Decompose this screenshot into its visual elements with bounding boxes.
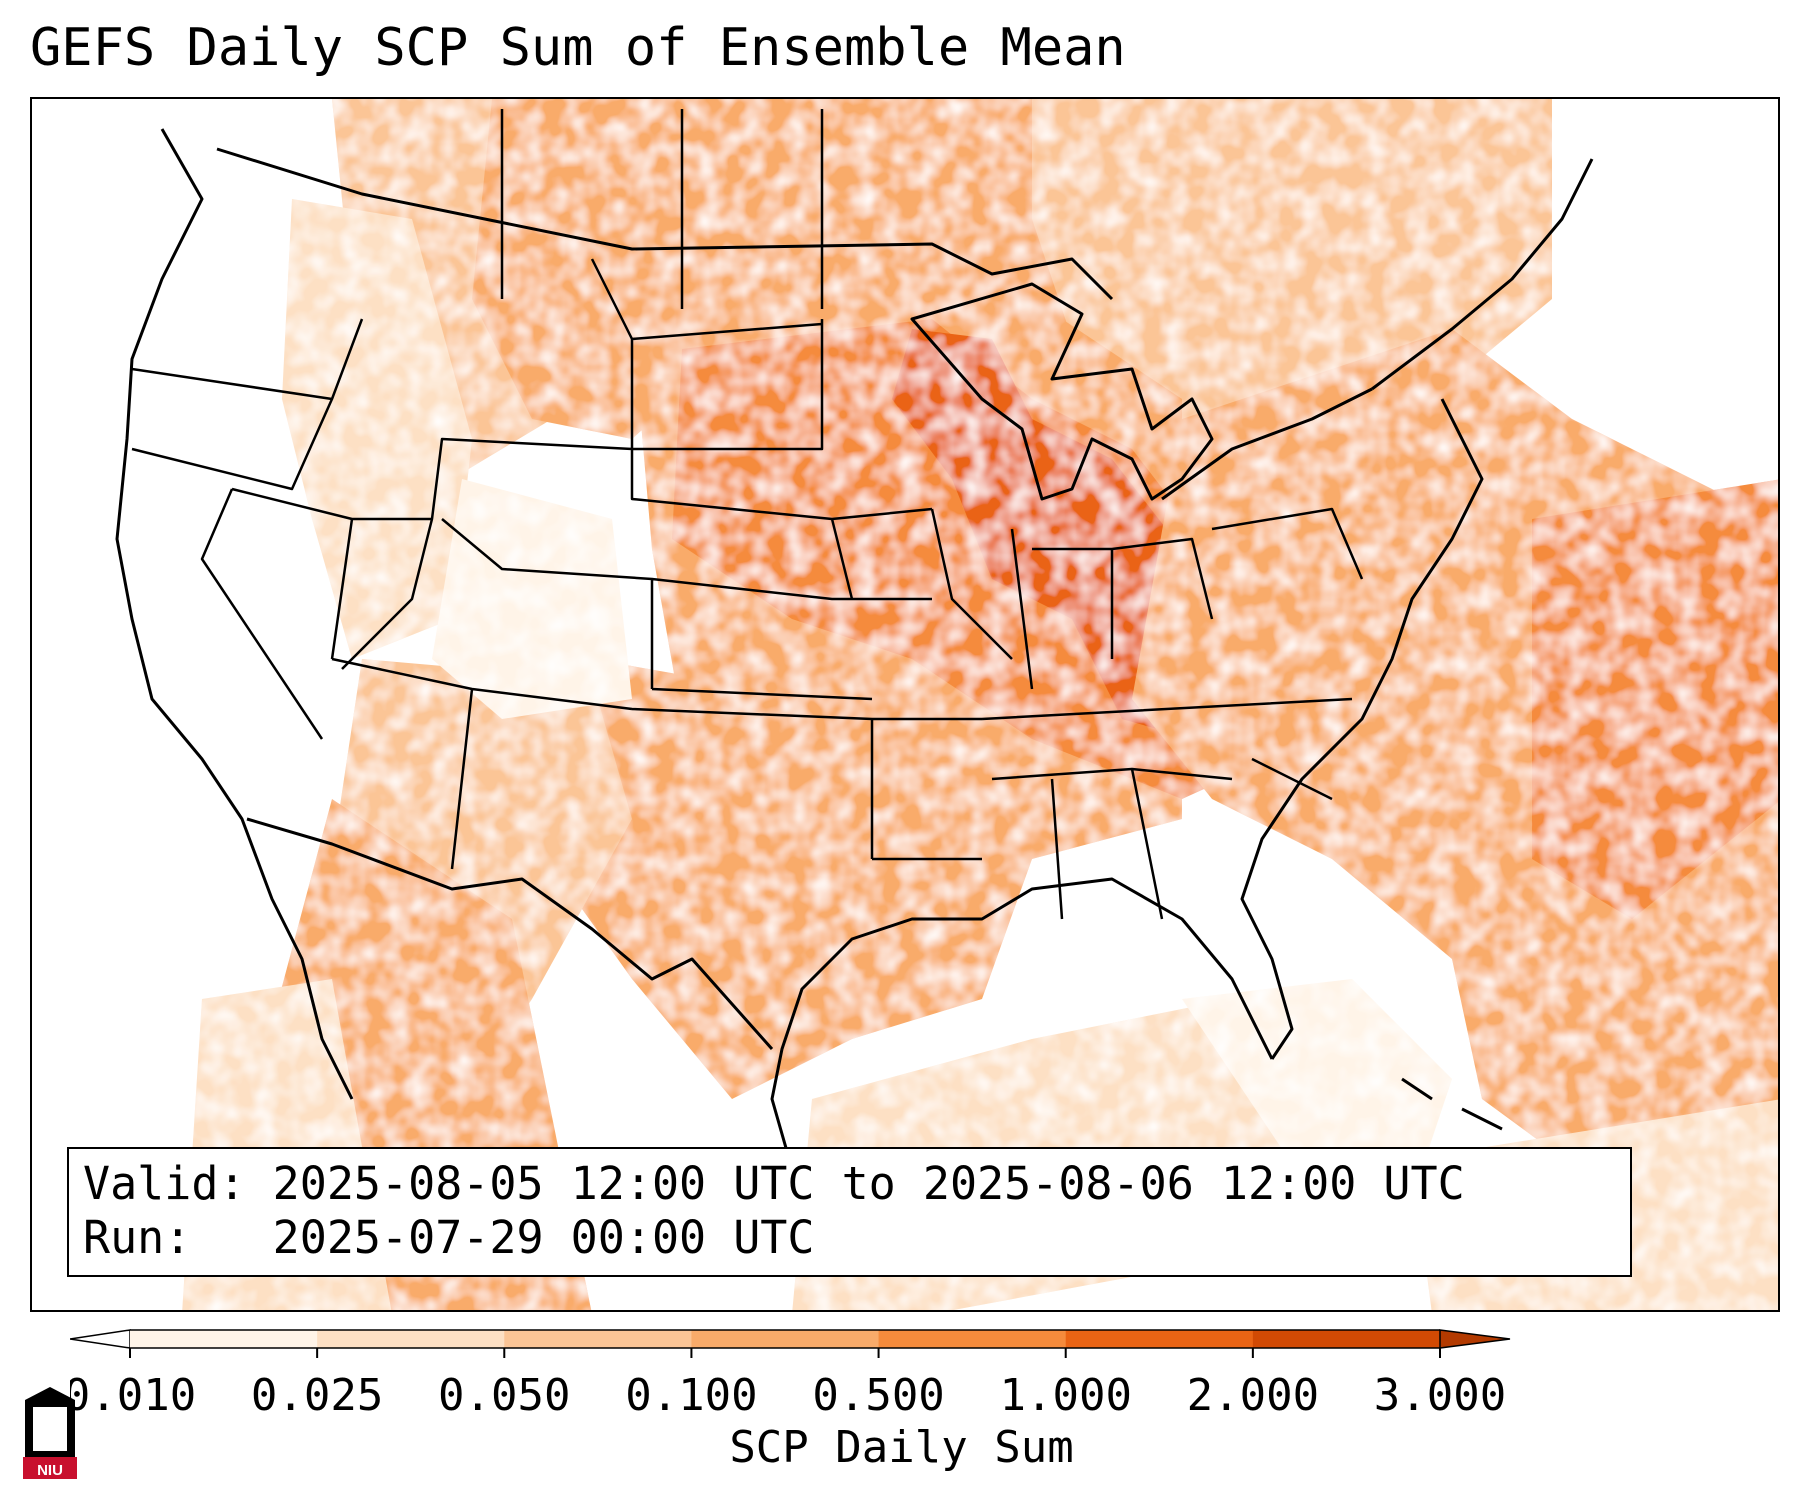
colorbar-tick-label: 1.000 — [999, 1370, 1131, 1421]
colorbar-outline — [130, 1329, 1440, 1349]
colorbar-tick-label: 0.500 — [812, 1370, 944, 1421]
valid-time: Valid: 2025-08-05 12:00 UTC to 2025-08-0… — [83, 1157, 1465, 1210]
colorbar-tick-label: 0.100 — [625, 1370, 757, 1421]
east-coastline — [1240, 158, 1594, 1060]
canada-border — [216, 147, 1114, 301]
colorbar-ticks: 0.010 0.025 0.050 0.100 0.500 1.000 2.000 3.000 — [70, 1348, 1506, 1421]
colorbar-label: SCP Daily Sum — [729, 1422, 1074, 1473]
colorbar-swatch — [317, 1330, 505, 1348]
colorbar-swatch — [1252, 1330, 1441, 1348]
boundaries — [115, 109, 1594, 1271]
shade-colorado — [432, 479, 632, 719]
colorbar-swatch — [504, 1330, 692, 1348]
logo-text: NIU — [37, 1462, 63, 1479]
state-lines — [131, 109, 1364, 920]
mexico-border — [246, 817, 774, 1050]
shade-atlantic — [1532, 479, 1778, 919]
valid-run-info-box: Valid: 2025-08-05 12:00 UTC to 2025-08-0… — [67, 1147, 1632, 1277]
colorbar-tick-label: 0.025 — [251, 1370, 383, 1421]
run-time: Run: 2025-07-29 00:00 UTC — [83, 1211, 815, 1264]
west-coastline — [115, 128, 354, 1100]
colorbar-extend-low — [70, 1329, 131, 1349]
colorbar-swatch — [1065, 1330, 1254, 1348]
colorbar-tick-label: 2.000 — [1187, 1370, 1319, 1421]
logo-badge — [23, 1457, 77, 1479]
map-title: GEFS Daily SCP Sum of Ensemble Mean — [30, 18, 1126, 78]
lake-erie-ontario — [1161, 387, 1373, 501]
colorbar-tick-label: 0.050 — [438, 1370, 570, 1421]
logo-building — [33, 1407, 67, 1451]
niu-logo: NIU — [23, 1387, 77, 1479]
great-lakes — [910, 282, 1214, 501]
colorbar: 0.010 0.025 0.050 0.100 0.500 1.000 2.000 3.000 — [70, 1329, 1511, 1421]
colorbar-tick-label: 3.000 — [1374, 1370, 1506, 1421]
shade-texas — [532, 659, 1032, 1099]
gulf-coastline — [770, 877, 1274, 1240]
colorbar-extend-high — [1439, 1329, 1511, 1349]
scp-shading — [182, 99, 1778, 1310]
colorbar-swatch — [691, 1330, 880, 1348]
map-panel[interactable] — [30, 97, 1780, 1312]
colorbar-swatches — [70, 1329, 1511, 1349]
shade-florida — [1182, 979, 1452, 1199]
colorbar-swatch — [878, 1330, 1067, 1348]
colorbar-swatch — [130, 1330, 318, 1348]
colorbar-tick-label: 0.010 — [70, 1370, 196, 1421]
scp-map[interactable] — [32, 99, 1780, 1312]
